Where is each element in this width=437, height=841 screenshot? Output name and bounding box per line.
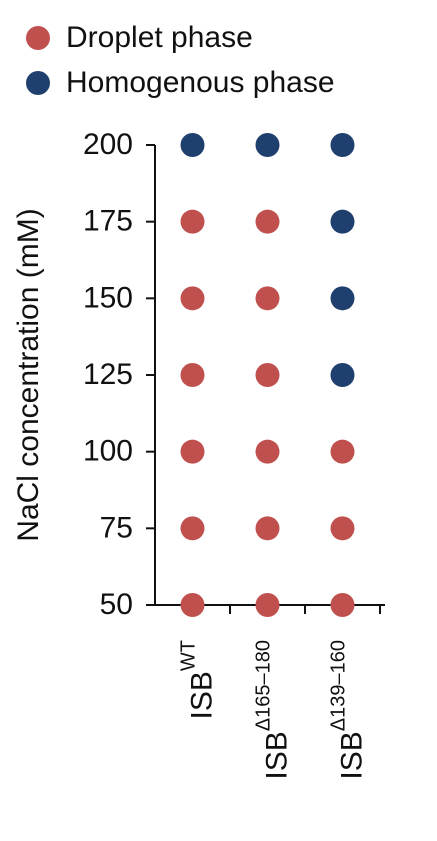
point	[330, 209, 355, 234]
legend-label: Homogenous phase	[66, 66, 335, 99]
category-base: ISB	[185, 671, 218, 719]
y-axis-label: NaCl concentration (mM)	[12, 208, 45, 541]
y-tick-label: 50	[100, 588, 133, 621]
point	[180, 209, 205, 234]
point	[180, 286, 205, 311]
point	[255, 439, 280, 464]
point	[180, 439, 205, 464]
point	[330, 363, 355, 387]
category-base: ISB	[335, 731, 368, 779]
y-tick-label: 175	[83, 205, 133, 238]
y-tick-label: 75	[100, 511, 133, 544]
point	[255, 593, 280, 617]
y-tick-label: 100	[83, 435, 133, 468]
point	[180, 133, 205, 157]
x-tick-label: ISBWT	[178, 640, 219, 719]
point	[255, 286, 280, 311]
point	[330, 516, 355, 541]
point	[330, 133, 355, 157]
y-tick-label: 125	[83, 358, 133, 391]
legend-marker	[26, 26, 50, 50]
y-tick-label: 200	[83, 128, 133, 161]
point	[330, 439, 355, 464]
point	[255, 133, 280, 157]
x-tick-label: ISBΔ165–180	[253, 640, 294, 780]
legend-marker	[26, 71, 50, 95]
category-sup: Δ139–160	[328, 640, 350, 731]
legend-label: Droplet phase	[66, 21, 253, 54]
y-tick-label: 150	[83, 281, 133, 314]
point	[255, 363, 280, 387]
point	[180, 516, 205, 541]
point	[180, 363, 205, 387]
point	[255, 516, 280, 541]
category-sup: Δ165–180	[253, 640, 275, 731]
point	[180, 593, 205, 617]
x-tick-label: ISBΔ139–160	[328, 640, 369, 780]
point	[330, 286, 355, 311]
point	[330, 593, 355, 617]
point	[255, 209, 280, 234]
category-base: ISB	[260, 731, 293, 779]
category-sup: WT	[178, 640, 200, 671]
